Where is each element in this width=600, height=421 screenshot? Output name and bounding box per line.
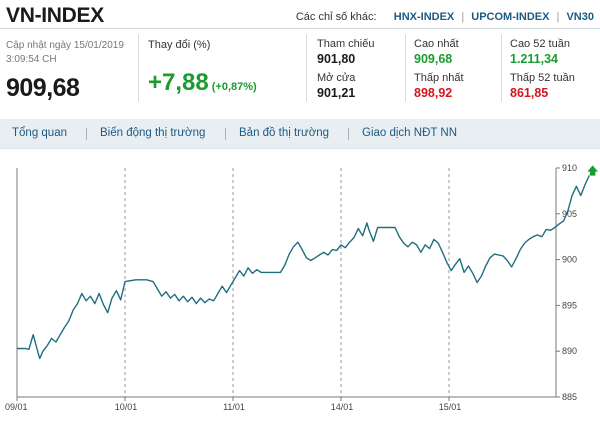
stat-low: Thấp nhất 898,92 [414, 72, 464, 100]
y-tick-label: 885 [562, 392, 577, 402]
index-header: VN-INDEX Các chỉ số khác: HNX-INDEX | UP… [0, 0, 600, 110]
stat-reference-value: 901,80 [317, 52, 356, 66]
nav-tabs: Tổng quan Biến động thị trường Bản đồ th… [0, 119, 600, 149]
link-vn30[interactable]: VN30 [566, 11, 594, 23]
tab-foreign-trading[interactable]: Giao dịch NĐT NN [362, 127, 458, 139]
stat-high52: Cao 52 tuần 1.211,34 [510, 38, 570, 66]
link-separator: | [556, 11, 560, 23]
link-separator: | [461, 11, 465, 23]
stat-open: Mở cửa 901,21 [317, 72, 355, 100]
y-tick-label: 895 [562, 300, 577, 310]
stat-high-value: 909,68 [414, 52, 453, 66]
stat-high: Cao nhất 909,68 [414, 38, 459, 66]
tab-divider [86, 128, 87, 140]
column-divider [501, 34, 502, 102]
tab-overview[interactable]: Tổng quan [12, 127, 67, 139]
y-tick-label: 900 [562, 255, 577, 265]
stat-low52: Thấp 52 tuần 861,85 [510, 72, 575, 100]
link-hnx-index[interactable]: HNX-INDEX [393, 11, 455, 23]
change-percent: (+0,87%) [211, 81, 257, 93]
stat-low52-label: Thấp 52 tuần [510, 72, 575, 84]
update-time: 3:09:54 CH [6, 54, 57, 65]
tab-market-movement[interactable]: Biến động thị trường [100, 127, 206, 139]
update-info: Cập nhật ngày 15/01/2019 3:09:54 CH [6, 39, 136, 67]
change-value: +7,88 [148, 69, 209, 96]
other-indices-label: Các chỉ số khác: [295, 11, 377, 23]
tab-market-map[interactable]: Bản đồ thị trường [239, 127, 330, 139]
last-value: 909,68 [6, 74, 80, 102]
x-tick-label: 10/01 [115, 402, 138, 412]
stat-low-label: Thấp nhất [414, 72, 464, 84]
tab-divider [225, 128, 226, 140]
header-divider [0, 28, 600, 29]
index-chart: 09/01 10/01 11/01 14/01 15/01 885 890 895 900 905… [5, 163, 600, 412]
stat-low52-value: 861,85 [510, 86, 549, 100]
column-divider [405, 34, 406, 102]
x-tick-label: 11/01 [223, 402, 245, 412]
stat-high-label: Cao nhất [414, 38, 459, 50]
link-upcom-index[interactable]: UPCOM-INDEX [471, 11, 550, 23]
tab-divider [348, 128, 349, 140]
link-separator [380, 11, 391, 23]
stat-high52-value: 1.211,34 [510, 52, 558, 66]
y-tick-label: 905 [562, 209, 577, 219]
index-line [17, 170, 594, 360]
up-arrow-icon [585, 164, 600, 177]
update-date: Cập nhật ngày 15/01/2019 [6, 40, 124, 51]
stat-open-value: 901,21 [317, 86, 356, 100]
y-tick-label: 890 [562, 346, 577, 356]
index-title: VN-INDEX [6, 4, 104, 27]
stat-low-value: 898,92 [414, 86, 453, 100]
stat-high52-label: Cao 52 tuần [510, 38, 570, 50]
y-tick-label: 910 [562, 163, 577, 173]
stat-open-label: Mở cửa [317, 72, 356, 84]
other-indices: Các chỉ số khác: HNX-INDEX | UPCOM-INDEX… [296, 11, 594, 23]
change-value-group: +7,88 (+0,87%) [148, 69, 257, 97]
change-label: Thay đổi (%) [148, 39, 211, 51]
stat-reference-label: Tham chiếu [317, 38, 375, 50]
x-tick-label: 09/01 [5, 402, 28, 412]
column-divider [138, 34, 139, 102]
x-tick-label: 15/01 [439, 402, 462, 412]
x-tick-label: 14/01 [331, 402, 354, 412]
stat-reference: Tham chiếu 901,80 [317, 38, 374, 66]
column-divider [306, 34, 307, 102]
